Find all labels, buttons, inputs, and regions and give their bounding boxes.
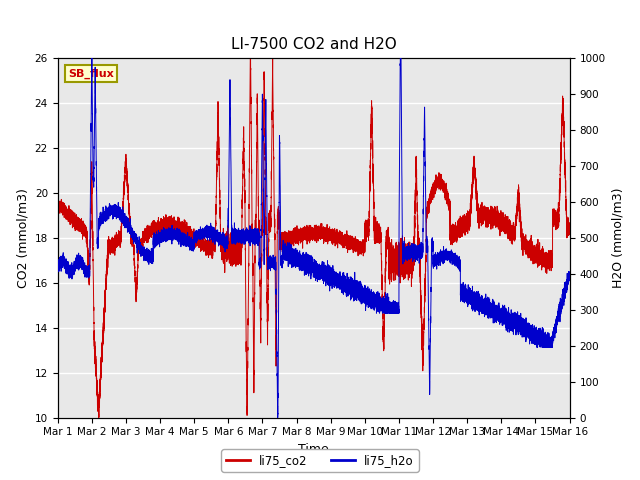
Y-axis label: CO2 (mmol/m3): CO2 (mmol/m3) <box>16 188 29 288</box>
Text: SB_flux: SB_flux <box>68 68 113 79</box>
Y-axis label: H2O (mmol/m3): H2O (mmol/m3) <box>611 187 624 288</box>
X-axis label: Time: Time <box>298 443 329 456</box>
Legend: li75_co2, li75_h2o: li75_co2, li75_h2o <box>221 449 419 472</box>
Title: LI-7500 CO2 and H2O: LI-7500 CO2 and H2O <box>231 37 396 52</box>
